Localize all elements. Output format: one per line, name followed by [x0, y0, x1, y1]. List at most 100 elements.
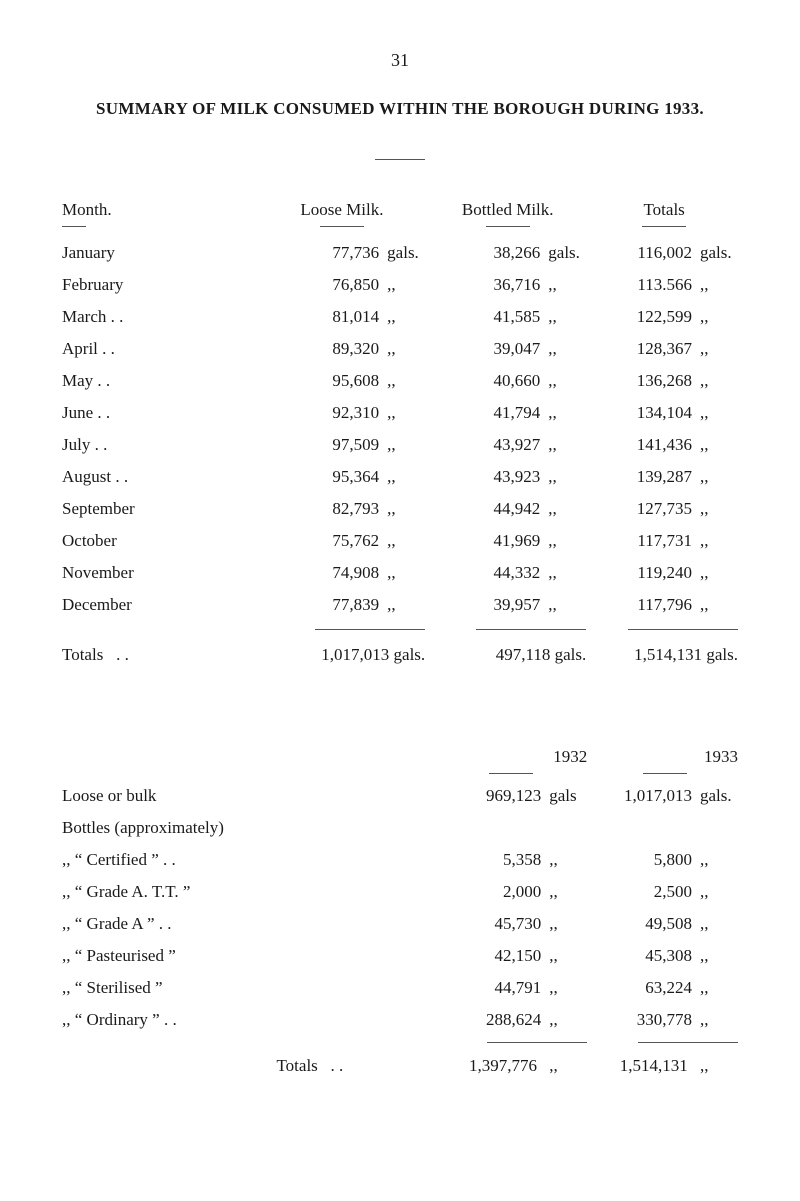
unit-cell: ,, — [540, 435, 586, 455]
unit-cell: ,, — [541, 882, 587, 902]
header-totals: Totals — [643, 200, 684, 219]
table-row: July . .97,509,,43,927,,141,436,, — [60, 429, 740, 461]
unit-cell: ,, — [692, 307, 738, 327]
loose-cell: 76,850 — [332, 275, 379, 295]
month-cell: April . . — [62, 339, 115, 358]
unit-cell: ,, — [692, 946, 738, 966]
header-loose: Loose Milk. — [300, 200, 383, 219]
table2-total-y2: 1,514,131 — [620, 1056, 688, 1076]
table-row: November74,908,,44,332,,119,240,, — [60, 557, 740, 589]
bottled-cell: 41,969 — [494, 531, 541, 551]
y2-cell: 45,308 — [645, 946, 692, 966]
unit-cell: gals. — [692, 786, 738, 806]
total-cell: 122,599 — [637, 307, 692, 327]
milk-summary-table: Month. Loose Milk. Bottled Milk. Totals … — [60, 194, 740, 671]
bottled-cell: 39,047 — [494, 339, 541, 359]
unit-cell: ,, — [379, 531, 425, 551]
total-cell: 116,002 — [637, 243, 692, 263]
loose-cell: 81,014 — [332, 307, 379, 327]
total-cell: 134,104 — [637, 403, 692, 423]
unit-cell: ,, — [692, 275, 738, 295]
month-cell: March . . — [62, 307, 123, 326]
y1-cell: 44,791 — [494, 978, 541, 998]
y1-cell: 45,730 — [494, 914, 541, 934]
document-title: SUMMARY OF MILK CONSUMED WITHIN THE BORO… — [60, 99, 740, 119]
month-cell: August . . — [62, 467, 128, 486]
totals-label: Totals — [62, 645, 103, 664]
label-cell: ,, “ Grade A ” . . — [62, 914, 172, 933]
table-row: April . .89,320,,39,047,,128,367,, — [60, 333, 740, 365]
loose-cell: 74,908 — [332, 563, 379, 583]
totals-loose: 1,017,013 gals. — [321, 645, 425, 664]
month-cell: December — [62, 595, 132, 614]
bottled-cell: 39,957 — [494, 595, 541, 615]
y2-cell: 63,224 — [645, 978, 692, 998]
unit-cell: ,, — [379, 307, 425, 327]
header-year-1933: 1933 — [704, 747, 738, 766]
page-number: 31 — [60, 50, 740, 71]
total-cell: 139,287 — [637, 467, 692, 487]
bottled-cell: 43,923 — [494, 467, 541, 487]
table-row: May . .95,608,,40,660,,136,268,, — [60, 365, 740, 397]
unit-cell: ,, — [692, 882, 738, 902]
table-row: February76,850,,36,716,,113.566,, — [60, 269, 740, 301]
loose-cell: 89,320 — [332, 339, 379, 359]
table-row: ,, “ Ordinary ” . .288,624,,330,778,, — [60, 1004, 740, 1036]
unit-cell: ,, — [692, 339, 738, 359]
month-cell: May . . — [62, 371, 110, 390]
unit-cell: ,, — [692, 371, 738, 391]
header-month: Month. — [62, 200, 112, 219]
loose-cell: 95,608 — [332, 371, 379, 391]
table-row: March . .81,014,,41,585,,122,599,, — [60, 301, 740, 333]
table2-totals-label: Totals — [276, 1056, 317, 1075]
table-row: December77,839,,39,957,,117,796,, — [60, 589, 740, 621]
y1-cell: 2,000 — [503, 882, 541, 902]
unit-cell: ,, — [541, 1010, 587, 1030]
total-cell: 117,796 — [637, 595, 692, 615]
table-row: ,, “ Pasteurised ”42,150,,45,308,, — [60, 940, 740, 972]
unit-cell: ,, — [541, 850, 587, 870]
loose-cell: 75,762 — [332, 531, 379, 551]
y2-cell: 49,508 — [645, 914, 692, 934]
table-row: June . .92,310,,41,794,,134,104,, — [60, 397, 740, 429]
total-cell: 117,731 — [637, 531, 692, 551]
unit-cell: ,, — [541, 914, 587, 934]
label-cell: ,, “ Sterilised ” — [62, 978, 163, 997]
total-cell: 127,735 — [637, 499, 692, 519]
yearly-comparison-table: 1932 1933 Loose or bulk969,123gals1,017,… — [60, 741, 740, 1082]
label-cell: ,, “ Ordinary ” . . — [62, 1010, 177, 1029]
table-row: ,, “ Grade A. T.T. ”2,000,,2,500,, — [60, 876, 740, 908]
month-cell: January — [62, 243, 115, 262]
table-row: August . .95,364,,43,923,,139,287,, — [60, 461, 740, 493]
loose-cell: 77,839 — [332, 595, 379, 615]
table-row: ,, “ Certified ” . .5,358,,5,800,, — [60, 844, 740, 876]
table-row: January77,736gals.38,266gals.116,002gals… — [60, 237, 740, 269]
unit-cell: ,, — [692, 531, 738, 551]
unit-cell: ,, — [379, 435, 425, 455]
header-bottled: Bottled Milk. — [462, 200, 554, 219]
unit-cell: ,, — [692, 563, 738, 583]
unit-cell: ,, — [692, 595, 738, 615]
bottled-cell: 44,942 — [494, 499, 541, 519]
unit-cell: ,, — [540, 531, 586, 551]
unit-cell: ,, — [540, 275, 586, 295]
y1-cell: 288,624 — [486, 1010, 541, 1030]
unit-cell: ,, — [379, 499, 425, 519]
bottled-cell: 41,794 — [494, 403, 541, 423]
unit-cell: ,, — [540, 371, 586, 391]
header-year-1932: 1932 — [553, 747, 587, 766]
y2-cell: 1,017,013 — [624, 786, 692, 806]
unit-cell: ,, — [692, 467, 738, 487]
total-cell: 119,240 — [637, 563, 692, 583]
unit-cell: ,, — [379, 275, 425, 295]
loose-cell: 95,364 — [332, 467, 379, 487]
unit-cell: ,, — [540, 339, 586, 359]
month-cell: February — [62, 275, 123, 294]
unit-cell: ,, — [541, 978, 587, 998]
table-row: ,, “ Sterilised ”44,791,,63,224,, — [60, 972, 740, 1004]
table2-total-y2-unit: ,, — [692, 1056, 738, 1076]
month-cell: July . . — [62, 435, 107, 454]
unit-cell: ,, — [540, 563, 586, 583]
total-cell: 113.566 — [637, 275, 692, 295]
table-row: Loose or bulk969,123gals1,017,013gals. — [60, 780, 740, 812]
